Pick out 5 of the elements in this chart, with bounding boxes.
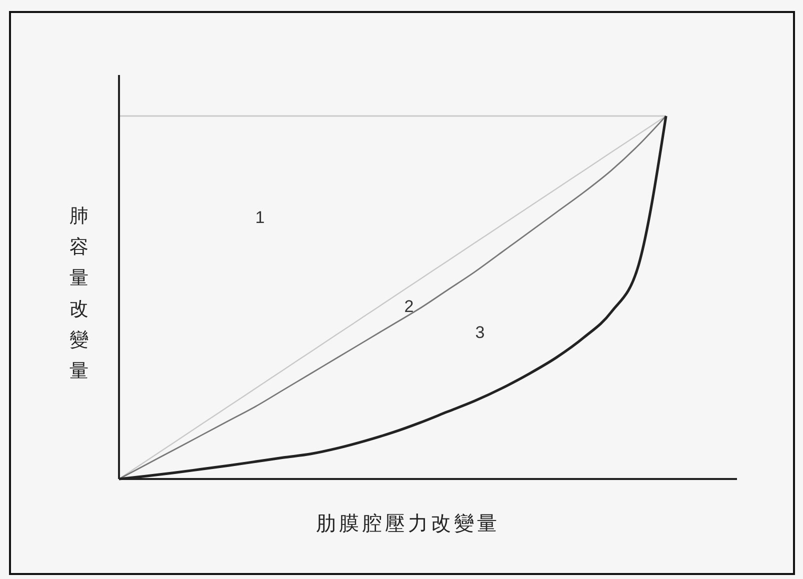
annotation: 1 xyxy=(255,208,265,227)
annotation: 3 xyxy=(475,323,485,342)
annotation: 2 xyxy=(404,297,414,316)
x-axis-title: 肋膜腔壓力改變量 xyxy=(316,513,500,535)
y-axis-title: 肺容量改變量 xyxy=(70,206,88,382)
